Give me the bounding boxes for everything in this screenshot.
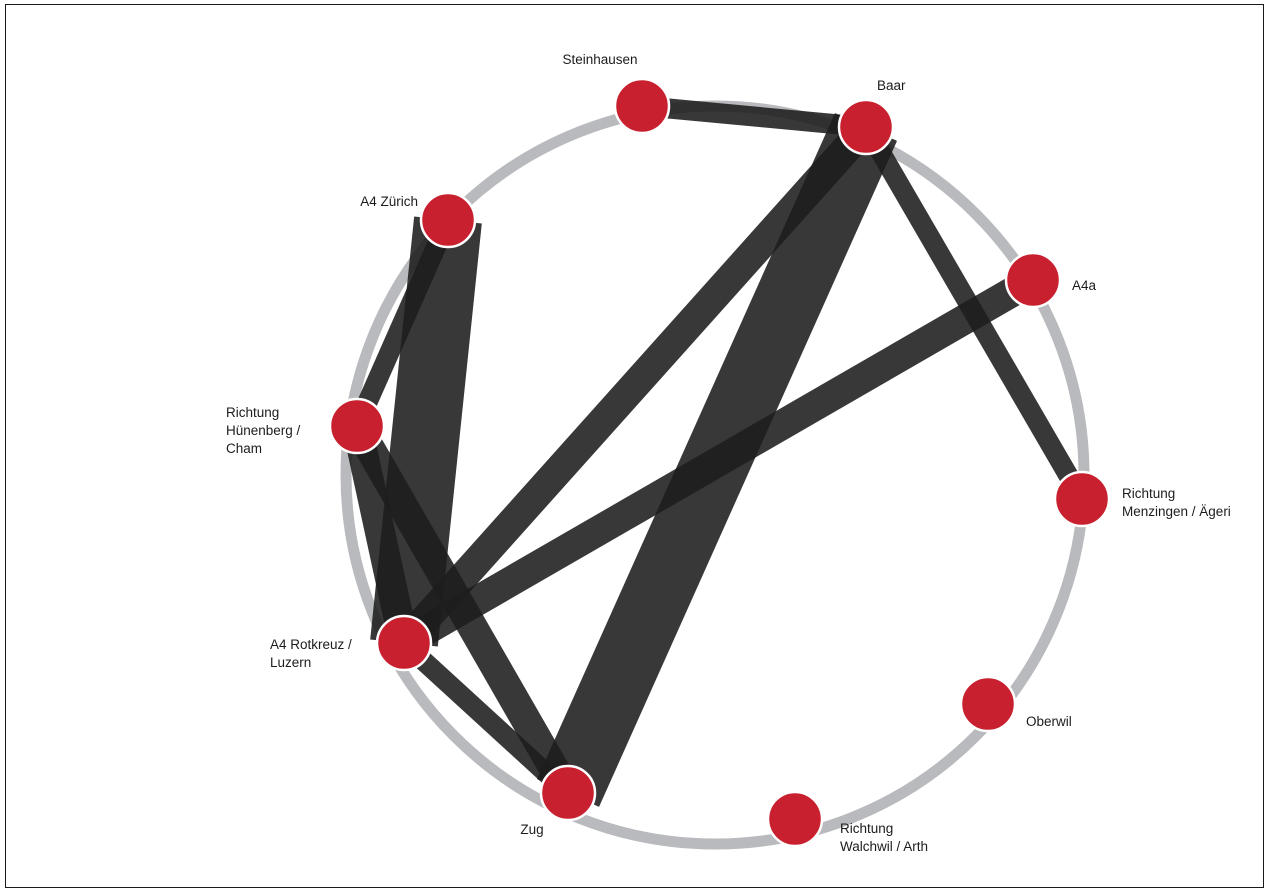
node-label-menzingen-aegeri: Richtung Menzingen / Ägeri bbox=[1122, 486, 1231, 519]
node-label-zug: Zug bbox=[520, 822, 543, 837]
node-huenenberg-cham bbox=[328, 397, 386, 455]
node-label-line: Richtung bbox=[840, 821, 893, 836]
node-label-line: Richtung bbox=[1122, 486, 1175, 501]
flow-band-huenenberg-cham-a4-rotkreuz-luzern bbox=[342, 422, 419, 647]
node-a4a bbox=[1004, 251, 1062, 309]
node-label-line: Walchwil / Arth bbox=[840, 839, 928, 854]
node-label-line: Steinhausen bbox=[562, 52, 637, 67]
flows-layer bbox=[342, 96, 1091, 807]
node-label-line: A4 Rotkreuz / bbox=[270, 637, 352, 652]
nodes-layer bbox=[328, 77, 1111, 848]
node-label-a4a: A4a bbox=[1072, 278, 1097, 293]
node-label-line: A4a bbox=[1072, 278, 1097, 293]
flow-band-a4-zuerich-huenenberg-cham bbox=[347, 215, 458, 431]
node-walchwil-arth bbox=[766, 790, 824, 848]
node-steinhausen bbox=[613, 77, 671, 135]
node-label-line: A4 Zürich bbox=[360, 194, 418, 209]
flow-band-a4a-a4-rotkreuz-luzern bbox=[396, 267, 1041, 656]
labels-layer: Steinhausen Baar A4 Zürich A4a Richtung Hünen… bbox=[226, 52, 1231, 854]
node-oberwil bbox=[959, 675, 1017, 733]
node-label-baar: Baar bbox=[877, 78, 906, 93]
node-label-line: Richtung bbox=[226, 405, 279, 420]
node-label-line: Zug bbox=[520, 822, 543, 837]
node-label-line: Hünenberg / bbox=[226, 423, 301, 438]
node-label-walchwil-arth: Richtung Walchwil / Arth bbox=[840, 821, 928, 854]
node-label-oberwil: Oberwil bbox=[1026, 714, 1072, 729]
flow-band-baar-a4-rotkreuz-luzern bbox=[392, 116, 878, 654]
node-label-line: Menzingen / Ägeri bbox=[1122, 504, 1231, 519]
node-label-steinhausen: Steinhausen bbox=[562, 52, 637, 67]
node-zug bbox=[539, 764, 597, 822]
node-label-line: Cham bbox=[226, 441, 262, 456]
flow-band-a4-rotkreuz-luzern-zug bbox=[397, 635, 575, 801]
node-menzingen-aegeri bbox=[1053, 470, 1111, 528]
node-label-line: Baar bbox=[877, 78, 906, 93]
diagram-frame bbox=[5, 4, 1264, 888]
flow-band-steinhausen-baar bbox=[641, 96, 867, 137]
flow-band-huenenberg-cham-zug bbox=[343, 418, 582, 801]
node-a4-rotkreuz-luzern bbox=[375, 614, 433, 672]
node-baar bbox=[837, 98, 895, 156]
node-label-a4-rotkreuz-luzern: A4 Rotkreuz / Luzern bbox=[270, 637, 352, 670]
node-label-line: Oberwil bbox=[1026, 714, 1072, 729]
flow-band-a4-zuerich-a4-rotkreuz-luzern bbox=[370, 216, 482, 647]
node-a4-zuerich bbox=[419, 191, 477, 249]
node-label-huenenberg-cham: Richtung Hünenberg / Cham bbox=[226, 405, 301, 456]
node-label-line: Luzern bbox=[270, 655, 311, 670]
node-label-a4-zuerich: A4 Zürich bbox=[360, 194, 418, 209]
